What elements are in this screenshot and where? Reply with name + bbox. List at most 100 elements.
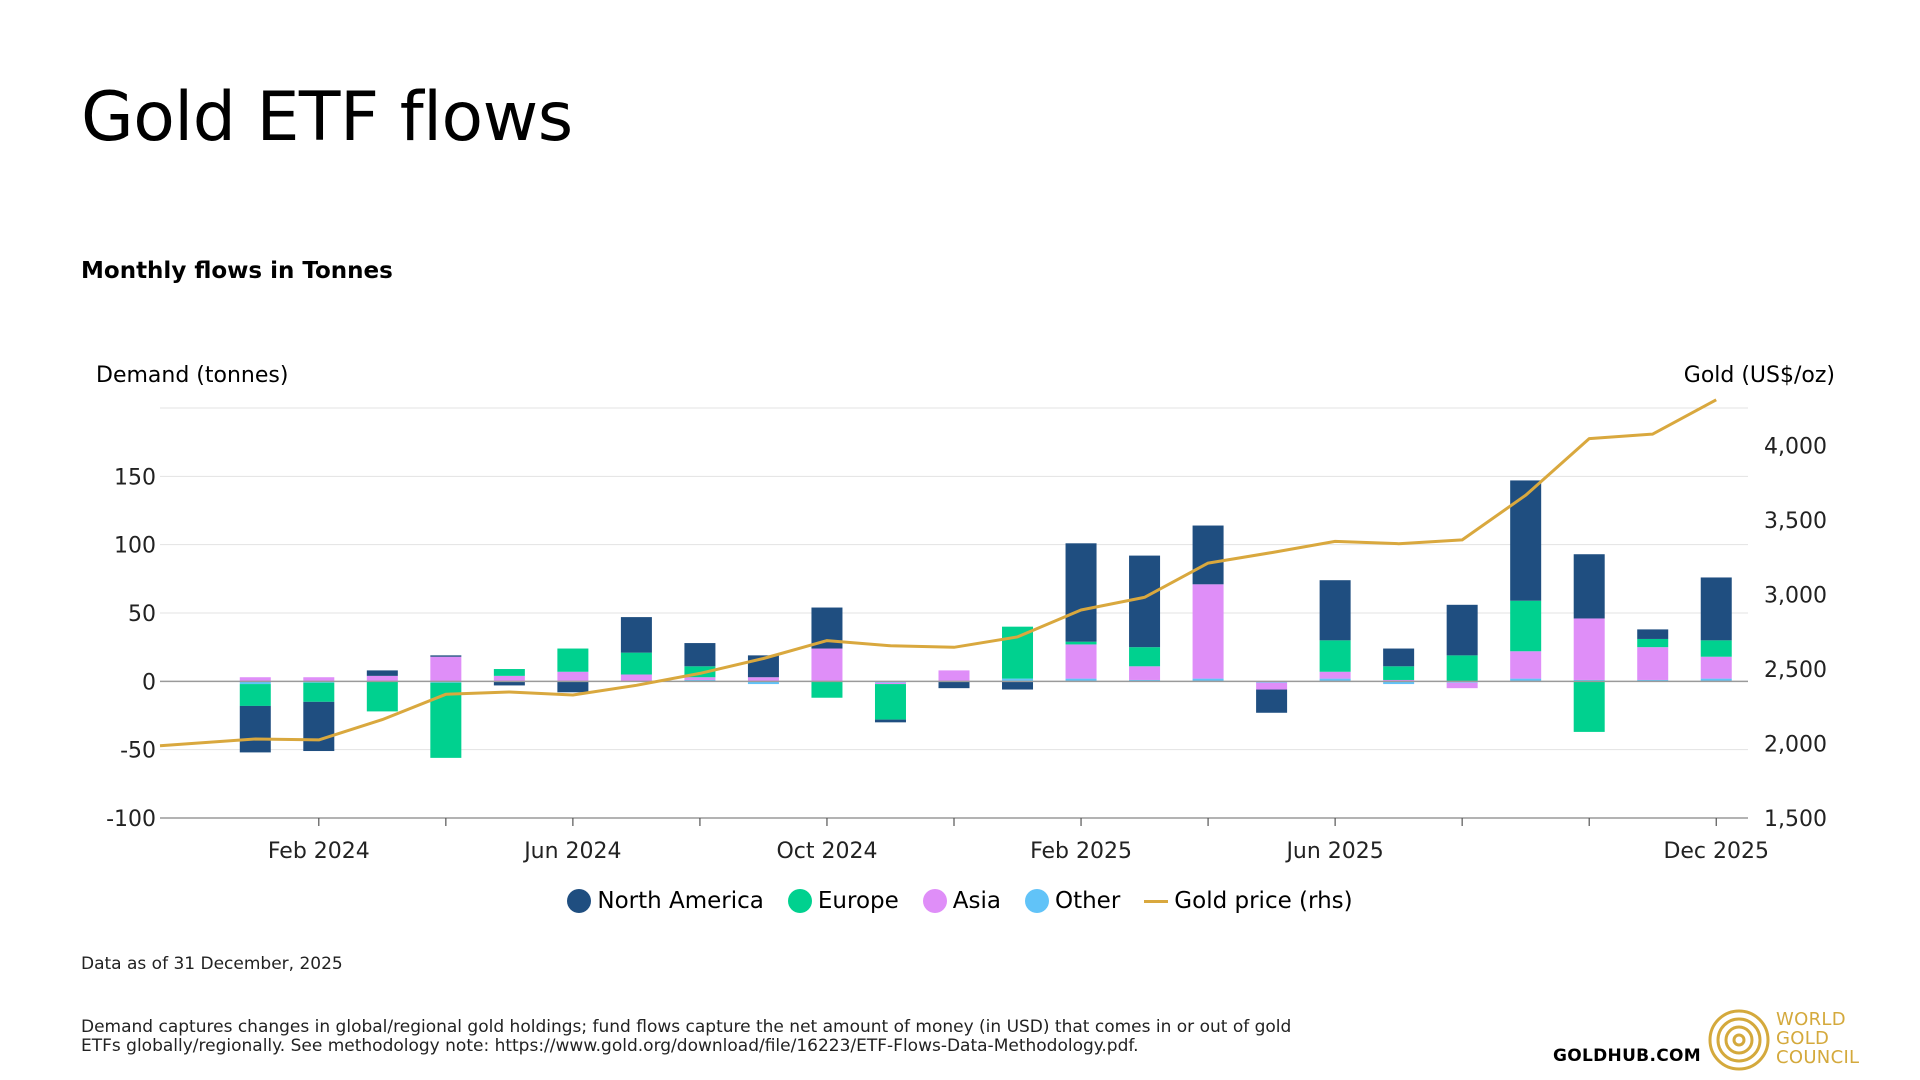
bar-series (239, 480, 1732, 758)
axes: -100 -50 0 50 100 150 1,500 2,000 2,500 3,000 3,50… (106, 434, 1827, 864)
bar-segment (1256, 682, 1288, 690)
bar-segment (493, 681, 525, 686)
bar-segment (1383, 666, 1415, 680)
bar-segment (874, 684, 906, 720)
bar-segment (303, 682, 335, 702)
legend-dot-swatch (922, 889, 947, 913)
gold-price-line-layer (159, 398, 1717, 748)
bar-segment (1700, 656, 1732, 679)
legend-dot-swatch (567, 889, 592, 913)
y2-tick-label: 4,000 (1764, 434, 1827, 459)
bar-segment (1700, 640, 1732, 657)
world-gold-council-logo-icon (1708, 1009, 1770, 1071)
bar-segment (1446, 655, 1478, 682)
bar-segment (747, 677, 779, 682)
bar-segment (1065, 644, 1097, 679)
x-tick-label: Oct 2024 (776, 839, 877, 864)
bar-segment (1700, 577, 1732, 641)
bar-segment (1065, 678, 1097, 682)
y-tick-label: 50 (128, 602, 156, 627)
bar-segment (1573, 554, 1605, 619)
bar-segment (1637, 647, 1669, 680)
bar-segment (303, 677, 335, 682)
bar-segment (1637, 638, 1669, 648)
y2-tick-label: 1,500 (1764, 807, 1827, 832)
bar-segment (366, 675, 398, 682)
bar-segment (1002, 678, 1034, 682)
x-tick-label: Feb 2025 (1030, 839, 1132, 864)
bar-segment (1446, 604, 1478, 656)
legend-item[interactable]: Asia (922, 888, 1001, 914)
legend-item[interactable]: Gold price (rhs) (1144, 888, 1353, 914)
methodology-footnote: Demand captures changes in global/region… (81, 1017, 1292, 1056)
right-axis-title: Gold (US$/oz) (1683, 363, 1835, 388)
legend-label: Asia (952, 888, 1001, 914)
y2-tick-label: 2,000 (1764, 732, 1827, 757)
bar-segment (811, 681, 843, 698)
bar-segment (366, 681, 398, 712)
legend-item[interactable]: North America (567, 888, 764, 914)
bar-segment (747, 681, 779, 685)
x-tick-label: Jun 2025 (1284, 839, 1383, 864)
bar-segment (303, 701, 335, 752)
bar-segment (557, 648, 589, 672)
bar-segment (493, 675, 525, 682)
bar-segment (620, 674, 652, 682)
y2-tick-label: 3,000 (1764, 583, 1827, 608)
bar-segment (811, 648, 843, 682)
bar-segment (239, 677, 271, 682)
bar-segment (1129, 555, 1161, 648)
bar-segment (1383, 681, 1415, 685)
bar-segment (938, 681, 970, 689)
bar-segment (1573, 618, 1605, 680)
bar-segment (1319, 640, 1351, 672)
bar-segment (1573, 681, 1605, 732)
bar-segment (684, 677, 716, 680)
bar-segment (684, 643, 716, 667)
bar-segment (1510, 678, 1542, 682)
left-axis-title: Demand (tonnes) (96, 363, 289, 388)
world-gold-council-wordmark: WORLD GOLD COUNCIL (1776, 1010, 1859, 1067)
y-tick-label: 0 (142, 670, 156, 695)
bar-segment (1065, 543, 1097, 642)
bar-segment (874, 719, 906, 723)
bar-segment (493, 669, 525, 676)
bar-segment (1002, 626, 1034, 679)
bar-segment (366, 670, 398, 676)
bar-segment (1192, 678, 1224, 682)
bar-segment (1510, 651, 1542, 679)
etf-flows-chart: -100 -50 0 50 100 150 1,500 2,000 2,500 3,000 3,50… (106, 398, 1827, 864)
chart-legend: North America Europe Asia Other Gold price (… (0, 888, 1920, 914)
bar-segment (620, 617, 652, 653)
legend-label: Europe (817, 888, 899, 914)
legend-label: Gold price (rhs) (1174, 888, 1353, 914)
logo-line-council: COUNCIL (1776, 1047, 1860, 1068)
goldhub-link[interactable]: GOLDHUB.COM (1553, 1046, 1701, 1066)
legend-item[interactable]: Other (1024, 888, 1121, 914)
bar-segment (557, 681, 589, 693)
bar-segment (1192, 525, 1224, 585)
x-tick-label: Dec 2025 (1663, 839, 1769, 864)
legend-dot-swatch (787, 889, 812, 913)
y2-tick-label: 3,500 (1764, 509, 1827, 534)
bar-segment (239, 681, 271, 685)
logo-line-world: WORLD (1776, 1009, 1846, 1030)
y2-tick-label: 2,500 (1764, 658, 1827, 683)
bar-segment (620, 652, 652, 675)
grid-lines (160, 407, 1748, 751)
bar-segment (1319, 580, 1351, 641)
bar-segment (1129, 666, 1161, 680)
bar-segment (1383, 648, 1415, 667)
bar-segment (1510, 600, 1542, 652)
bar-segment (1129, 647, 1161, 667)
legend-line-swatch (1144, 899, 1169, 903)
x-tick-label: Feb 2024 (268, 839, 370, 864)
bar-segment (557, 671, 589, 682)
bar-segment (430, 655, 462, 657)
bar-segment (239, 705, 271, 753)
bar-segment (1637, 629, 1669, 639)
legend-label: Other (1054, 888, 1121, 914)
bar-segment (874, 682, 906, 685)
bar-segment (1700, 678, 1732, 682)
legend-item[interactable]: Europe (787, 888, 899, 914)
